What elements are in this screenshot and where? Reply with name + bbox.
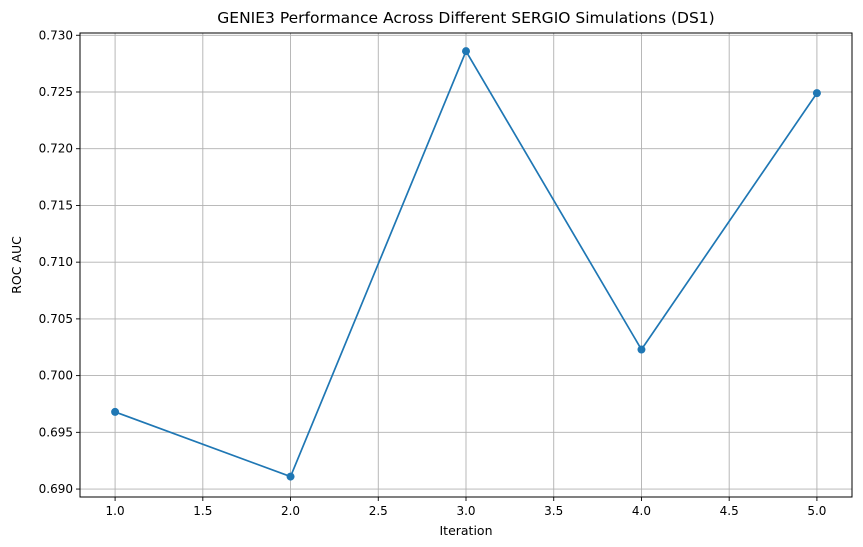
y-tick-label: 0.690 (39, 482, 73, 496)
y-tick-label: 0.700 (39, 369, 73, 383)
data-point (637, 345, 646, 354)
data-point (812, 89, 821, 98)
x-axis-label: Iteration (439, 523, 492, 538)
y-tick-label: 0.725 (39, 85, 73, 99)
data-point (111, 407, 120, 416)
y-tick-label: 0.720 (39, 142, 73, 156)
data-point (462, 47, 470, 56)
y-tick-label: 0.730 (39, 28, 73, 42)
series-layer (111, 47, 821, 481)
x-tick-label: 1.0 (106, 504, 125, 518)
x-tick-label: 5.0 (807, 504, 826, 518)
y-tick-label: 0.710 (39, 255, 73, 269)
x-tick-label: 4.5 (720, 504, 739, 518)
y-tick-label: 0.695 (39, 425, 73, 439)
grid (80, 33, 852, 497)
y-axis-label: ROC AUC (9, 236, 24, 294)
x-tick-label: 3.0 (456, 504, 475, 518)
x-tick-label: 3.5 (544, 504, 563, 518)
x-tick-label: 4.0 (632, 504, 651, 518)
y-tick-label: 0.715 (39, 198, 73, 212)
y-tick-label: 0.705 (39, 312, 73, 326)
data-point (286, 472, 295, 481)
x-tick-label: 2.0 (281, 504, 300, 518)
x-tick-label: 1.5 (193, 504, 212, 518)
ticks: 1.0 1.5 2.0 2.5 3.0 3.5 4.0 4.5 5.0 0.690 0.695 0.7… (39, 28, 827, 518)
chart-title: GENIE3 Performance Across Different SERG… (217, 9, 714, 27)
x-tick-label: 2.5 (369, 504, 388, 518)
